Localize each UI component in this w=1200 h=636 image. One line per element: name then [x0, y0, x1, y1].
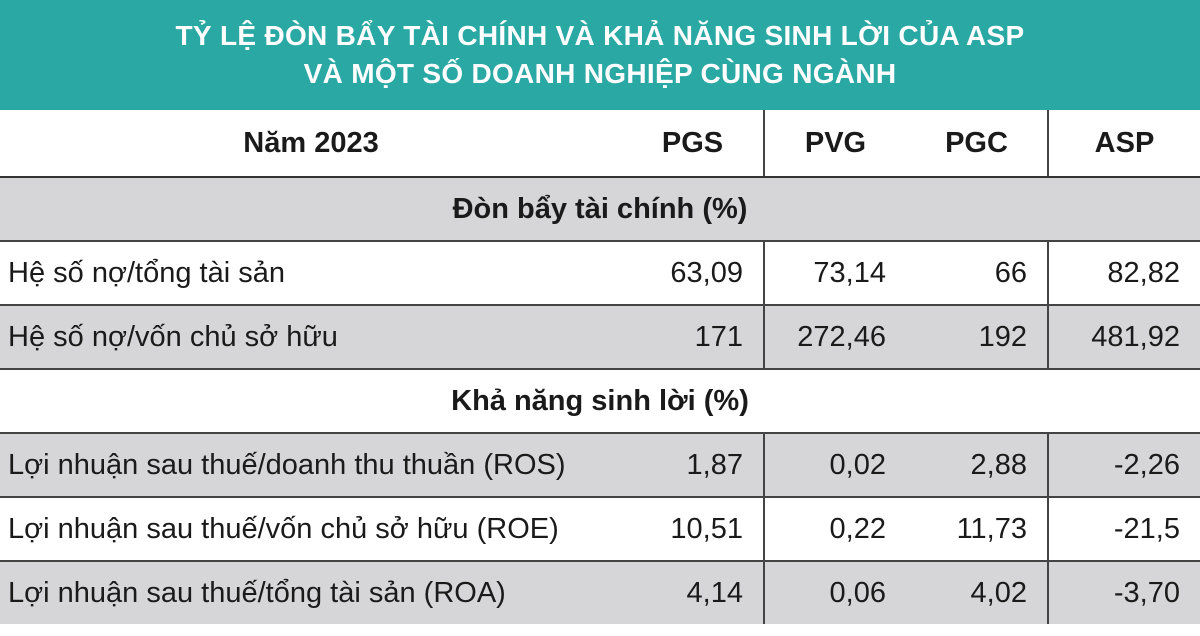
cell-asp: -2,26: [1047, 433, 1200, 498]
cell-pgc: 2,88: [906, 433, 1048, 498]
row-label: Hệ số nợ/vốn chủ sở hữu: [0, 305, 622, 370]
cell-pgc: 11,73: [906, 497, 1048, 562]
cell-asp: 481,92: [1047, 305, 1200, 370]
row-label: Lợi nhuận sau thuế/doanh thu thuần (ROS): [0, 433, 622, 498]
data-table: Năm 2023 PGS PVG PGC ASP Đòn bẩy tài chí…: [0, 110, 1200, 624]
table-row: Lợi nhuận sau thuế/doanh thu thuần (ROS)…: [0, 433, 1200, 498]
cell-pvg: 73,14: [763, 241, 906, 306]
cell-pgc: 4,02: [906, 561, 1048, 624]
cell-pgs: 63,09: [622, 241, 764, 306]
cell-pvg: 0,06: [763, 561, 906, 624]
row-label: Hệ số nợ/tổng tài sản: [0, 241, 622, 306]
cell-pgs: 171: [622, 305, 764, 370]
title-line-1: TỶ LỆ ĐÒN BẨY TÀI CHÍNH VÀ KHẢ NĂNG SINH…: [175, 20, 1025, 51]
section-row-leverage: Đòn bẩy tài chính (%): [0, 177, 1200, 242]
cell-asp: -3,70: [1047, 561, 1200, 624]
header-pvg: PVG: [763, 110, 906, 178]
cell-pgc: 192: [906, 305, 1048, 370]
header-year: Năm 2023: [0, 110, 622, 178]
table-row: Hệ số nợ/vốn chủ sở hữu 171 272,46 192 4…: [0, 305, 1200, 370]
cell-asp: 82,82: [1047, 241, 1200, 306]
cell-pgc: 66: [906, 241, 1048, 306]
row-label: Lợi nhuận sau thuế/tổng tài sản (ROA): [0, 561, 622, 624]
table-row: Lợi nhuận sau thuế/vốn chủ sở hữu (ROE) …: [0, 497, 1200, 562]
cell-pvg: 272,46: [763, 305, 906, 370]
cell-pvg: 0,02: [763, 433, 906, 498]
table-row: Hệ số nợ/tổng tài sản 63,09 73,14 66 82,…: [0, 241, 1200, 306]
row-label: Lợi nhuận sau thuế/vốn chủ sở hữu (ROE): [0, 497, 622, 562]
header-pgc: PGC: [906, 110, 1048, 178]
header-pgs: PGS: [622, 110, 764, 178]
cell-pgs: 4,14: [622, 561, 764, 624]
cell-pgs: 10,51: [622, 497, 764, 562]
title-line-2: VÀ MỘT SỐ DOANH NGHIỆP CÙNG NGÀNH: [303, 58, 897, 89]
section-title-profitability: Khả năng sinh lời (%): [0, 369, 1200, 434]
table-row: Lợi nhuận sau thuế/tổng tài sản (ROA) 4,…: [0, 561, 1200, 624]
cell-asp: -21,5: [1047, 497, 1200, 562]
section-title-leverage: Đòn bẩy tài chính (%): [0, 177, 1200, 242]
cell-pvg: 0,22: [763, 497, 906, 562]
section-row-profitability: Khả năng sinh lời (%): [0, 369, 1200, 434]
header-asp: ASP: [1047, 110, 1200, 178]
cell-pgs: 1,87: [622, 433, 764, 498]
table-title: TỶ LỆ ĐÒN BẨY TÀI CHÍNH VÀ KHẢ NĂNG SINH…: [0, 0, 1200, 110]
table-header-row: Năm 2023 PGS PVG PGC ASP: [0, 110, 1200, 178]
